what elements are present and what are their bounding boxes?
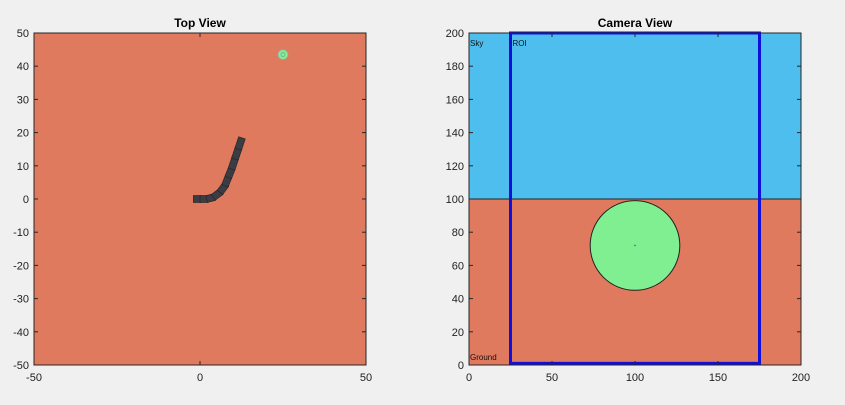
camera-view-y-tick-label: 100 [446, 194, 464, 206]
top-view-title: Top View [174, 16, 226, 30]
top-view-x-tick-label: -50 [26, 372, 42, 384]
top-view-y-tick-label: -20 [13, 260, 29, 272]
top-view-y-tick-label: 0 [23, 194, 29, 206]
top-view-x-tick-label: 0 [197, 372, 203, 384]
camera-view-y-tick-label: 140 [446, 128, 464, 140]
camera-view-y-tick-label: 0 [458, 360, 464, 372]
camera-view-y-tick-label: 200 [446, 28, 464, 40]
camera-view-title: Camera View [598, 16, 673, 30]
top-view-y-tick-label: -40 [13, 327, 29, 339]
target-inner [280, 52, 286, 57]
robot-path [193, 136, 246, 203]
camera-view-x-tick-label: 50 [546, 372, 558, 384]
camera-view-x-ticks: 0 50 100 150 200 [466, 33, 810, 384]
robot-path-segment [234, 136, 246, 151]
top-view-y-tick-label: 10 [17, 161, 29, 173]
camera-view-y-tick-label: 40 [452, 294, 464, 306]
camera-view-y-tick-label: 120 [446, 161, 464, 173]
camera-view-x-tick-label: 100 [626, 372, 644, 384]
camera-view-y-ticks: 0 20 40 60 80 100 120 140 160 180 200 [446, 28, 801, 372]
camera-view-y-tick-label: 160 [446, 94, 464, 106]
top-view-y-tick-label: 20 [17, 128, 29, 140]
camera-view-y-tick-label: 80 [452, 227, 464, 239]
top-view-y-tick-label: 30 [17, 94, 29, 106]
sky-label: Sky [470, 39, 483, 48]
camera-view-y-tick-label: 180 [446, 61, 464, 73]
camera-view-y-tick-label: 20 [452, 327, 464, 339]
top-view-y-tick-label: -10 [13, 227, 29, 239]
camera-target-center [634, 244, 636, 247]
roi-label: ROI [513, 39, 527, 48]
ground-label: Ground [470, 353, 497, 362]
top-view-y-tick-label: -30 [13, 294, 29, 306]
camera-view-x-tick-label: 200 [792, 372, 810, 384]
top-view-x-ticks: -50 0 50 [26, 33, 372, 384]
camera-view-y-tick-label: 60 [452, 260, 464, 272]
sky-region [469, 33, 801, 199]
top-view-y-tick-label: -50 [13, 360, 29, 372]
target-outer [277, 49, 289, 60]
top-view-target [277, 49, 289, 60]
camera-view-x-tick-label: 150 [709, 372, 727, 384]
top-view-y-tick-label: 40 [17, 61, 29, 73]
camera-view-plot: Camera View Sky Ground ROI 0 50 100 150 200 … [446, 16, 811, 384]
camera-view-x-tick-label: 0 [466, 372, 472, 384]
top-view-y-ticks: -50 -40 -30 -20 -10 0 10 20 30 40 50 [13, 28, 366, 372]
top-view-x-tick-label: 50 [360, 372, 372, 384]
top-view-plot: Top View -50 0 50 -50 -40 -30 -20 -10 0 10 20 30 40… [13, 16, 372, 384]
top-view-y-tick-label: 50 [17, 28, 29, 40]
